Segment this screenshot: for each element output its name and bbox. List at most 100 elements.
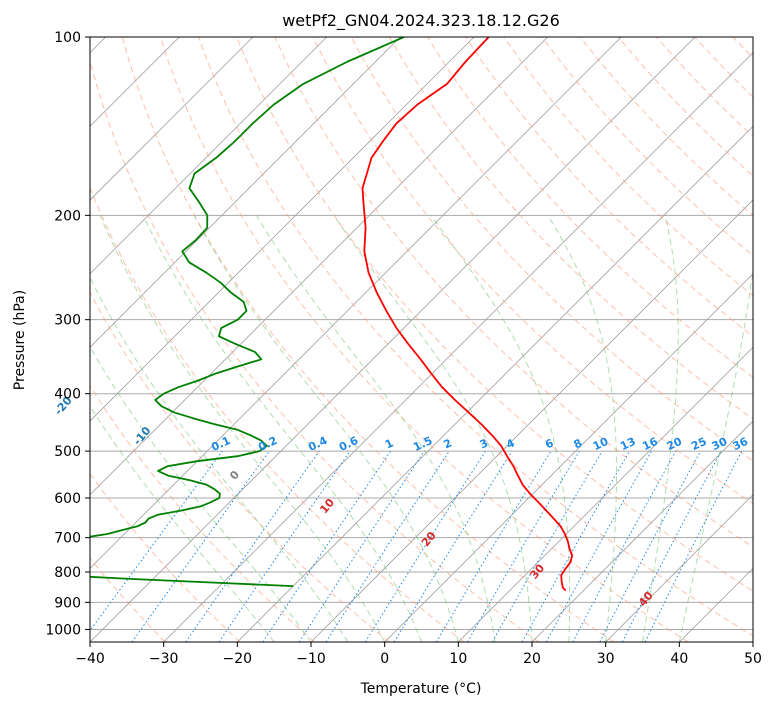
dewpoint-profile-line [90,37,405,587]
mixing-ratio-label: 1 [383,436,395,451]
mixing-ratio-label: 25 [689,435,708,453]
dry-adiabat-line [90,291,390,642]
y-tick-label: 800 [54,565,81,581]
y-tick-label: 400 [54,387,81,403]
x-tick-label: −20 [223,651,253,667]
mixing-ratio-line [521,450,630,642]
temperature-profile-line [361,37,574,592]
background-lines [90,37,775,642]
y-tick-label: 300 [54,313,81,329]
dry-adiabat-line [121,37,614,642]
mixing-ratio-label: 16 [640,435,660,453]
dry-adiabat-line [198,37,753,637]
mixing-ratio-line [262,450,392,642]
moist-adiabat-line [642,215,679,642]
mixing-ratio-line [393,450,513,642]
dry-adiabat-line [312,37,753,505]
dry-adiabat-label: 40 [636,589,656,609]
y-tick-label: 200 [54,208,81,224]
y-tick-label: 700 [54,531,81,547]
isotherm-line [90,37,475,422]
x-tick-label: −30 [149,651,179,667]
dry-adiabat-line [90,472,241,642]
dry-adiabat-label: -10 [131,424,154,448]
mixing-ratio-line [131,450,270,642]
x-tick-label: 40 [670,651,688,667]
y-tick-label: 900 [54,595,81,611]
dry-adiabat-line [159,37,689,642]
moist-adiabat-line [547,215,617,642]
mixing-ratio-line [545,450,653,642]
mixing-ratio-label: 10 [591,435,611,453]
mixing-ratio-line [298,450,425,642]
x-tick-label: 50 [744,651,762,667]
moist-adiabat-line [142,215,422,642]
mixing-ratio-label: 2 [442,436,454,451]
moist-adiabat-line [678,265,753,642]
x-tick-label: 10 [449,651,467,667]
x-tick-label: 30 [597,651,615,667]
y-axis: 100 200 300 400 500 600 700 800 900 1000 [45,30,90,638]
moist-adiabat-line [430,215,571,642]
isotherm-line [384,273,753,642]
dry-adiabat-line [771,37,775,642]
dry-adiabat-line [236,37,753,592]
x-tick-label: −10 [296,651,326,667]
chart-title: wetPf2_GN04.2024.323.18.12.G26 [282,11,560,31]
isotherm-line [458,346,753,642]
dry-adiabat-label: 10 [317,496,337,516]
dry-adiabat-line [732,37,753,59]
isotherm-line [90,37,548,496]
moist-adiabat-line [255,215,496,642]
isotherm-line [237,125,753,642]
mixing-ratio-label: 4 [504,436,517,451]
isotherm-line [90,37,622,569]
dry-adiabat-line [274,37,753,548]
mixing-ratio-label: 30 [710,435,730,453]
dry-adiabat-line [503,37,753,297]
dry-adiabat-line [90,384,316,642]
isotherm-line [310,199,753,642]
mixing-ratio-label: 20 [665,435,685,453]
mixing-ratio-line [90,450,223,632]
x-axis-title: Temperature (°C) [360,681,482,697]
mixing-ratio-line [185,450,320,642]
dry-adiabat-label: 30 [527,561,547,581]
mixing-ratio-label: 6 [543,436,556,451]
dry-adiabat-line [694,37,753,98]
mixing-ratio-label: 13 [618,435,637,453]
dry-adiabat-line [426,37,753,378]
y-tick-label: 100 [54,30,81,46]
isotherm-line [90,37,327,275]
dry-adiabat-line [388,37,753,420]
moist-adiabat-line [99,215,386,642]
isotherm-line [605,494,753,642]
dry-adiabat-line [350,37,753,462]
mixing-ratio-label: 36 [731,435,751,453]
mixing-ratio-line [325,450,450,642]
moist-adiabat-line [90,345,312,642]
moist-adiabat-line [90,405,275,642]
mixing-ratio-line [644,450,743,642]
isotherm-line [752,641,753,642]
y-tick-label: 500 [54,444,81,460]
isotherm-line [163,52,753,642]
mixing-ratio-line [218,450,351,642]
line-labels: 0.10.20.40.611.52346810131620253036-100-… [52,394,751,609]
y-tick-label: 1000 [45,622,81,638]
mixing-ratio-line [572,450,677,642]
x-axis: −40 −30 −20 −10 0 10 20 30 40 50 [75,642,762,667]
x-tick-label: 0 [380,651,389,667]
mixing-ratio-line [621,450,722,642]
isotherm-line [531,420,753,642]
y-axis-title: Pressure (hPa) [12,290,28,390]
profile-lines [90,37,574,592]
isotherm-line [679,567,753,642]
dry-adiabat-label: 0 [227,468,242,482]
moist-adiabat-line [333,215,533,642]
mixing-ratio-line [599,450,701,642]
x-tick-label: 20 [523,651,541,667]
isotherm-line [90,37,254,201]
y-tick-label: 600 [54,491,81,507]
moist-adiabat-line [193,215,459,642]
